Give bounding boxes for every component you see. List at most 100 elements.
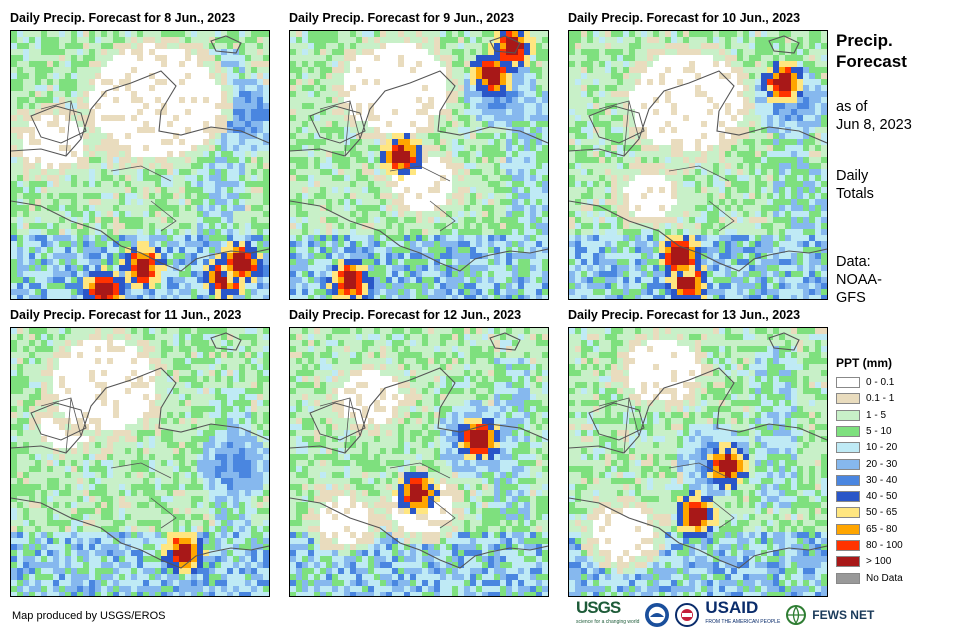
legend-label: 10 - 20 bbox=[866, 442, 898, 454]
coastline bbox=[489, 35, 521, 54]
panel-title-jun8: Daily Precip. Forecast for 8 Jun., 2023 bbox=[10, 11, 236, 25]
coastline bbox=[11, 497, 269, 569]
legend-label: No Data bbox=[866, 572, 903, 584]
legend-item: 0.1 - 1 bbox=[836, 392, 894, 405]
legend-swatch bbox=[836, 507, 860, 519]
asof-text: as of Jun 8, 2023 bbox=[836, 98, 912, 134]
coastline bbox=[11, 200, 269, 272]
legend-label: 80 - 100 bbox=[866, 540, 903, 551]
coastline bbox=[569, 367, 827, 454]
fews-net-logo: FEWS NET bbox=[812, 608, 875, 622]
country-border bbox=[598, 397, 735, 529]
footer-credit: Map produced by USGS/EROS bbox=[12, 610, 166, 622]
legend-label: 0 - 0.1 bbox=[866, 377, 895, 388]
totals-text: Daily Totals bbox=[836, 167, 874, 203]
country-border bbox=[40, 397, 177, 529]
legend-title: PPT (mm) bbox=[836, 356, 893, 370]
asof-line1: as of bbox=[836, 99, 868, 115]
country-border bbox=[319, 397, 456, 529]
country-outline bbox=[588, 402, 645, 441]
country-outline bbox=[309, 402, 366, 441]
logo-strip: USGS science for a changing world USAID … bbox=[576, 598, 875, 630]
legend-item: 80 - 100 bbox=[836, 539, 903, 552]
map-jun13 bbox=[568, 327, 828, 597]
coastline bbox=[290, 70, 548, 157]
fews-net-globe-icon bbox=[786, 605, 807, 625]
map-jun8 bbox=[10, 30, 270, 300]
side-title-line2: Forecast bbox=[836, 52, 907, 71]
precip-map-jun10 bbox=[569, 31, 827, 299]
legend-item: 20 - 30 bbox=[836, 458, 897, 471]
legend-swatch bbox=[836, 425, 860, 437]
coastline bbox=[569, 497, 827, 569]
legend-item: 65 - 80 bbox=[836, 523, 897, 536]
asof-line2: Jun 8, 2023 bbox=[836, 117, 912, 133]
data-source-text: Data: NOAA- GFS bbox=[836, 253, 882, 307]
legend-swatch bbox=[836, 523, 860, 535]
panel-title-jun9: Daily Precip. Forecast for 9 Jun., 2023 bbox=[289, 11, 515, 25]
map-jun10 bbox=[568, 30, 828, 300]
legend-label: 5 - 10 bbox=[866, 425, 892, 437]
legend-item: 5 - 10 bbox=[836, 425, 892, 438]
coastline bbox=[569, 70, 827, 157]
legend-swatch bbox=[836, 491, 860, 503]
coastline bbox=[489, 332, 521, 351]
precip-map-jun13 bbox=[569, 328, 827, 596]
coastline bbox=[11, 367, 269, 454]
country-border bbox=[598, 100, 735, 232]
legend-swatch bbox=[836, 458, 860, 470]
data-line3: GFS bbox=[836, 290, 866, 306]
legend-label: > 100 bbox=[866, 556, 892, 568]
legend-item: 40 - 50 bbox=[836, 490, 897, 503]
usgs-logo: USGS science for a changing world bbox=[576, 598, 640, 629]
panel-title-jun10: Daily Precip. Forecast for 10 Jun., 2023 bbox=[568, 11, 801, 25]
coastline bbox=[210, 332, 242, 351]
legend-item: 30 - 40 bbox=[836, 474, 897, 487]
legend-swatch bbox=[836, 540, 860, 551]
coastline bbox=[768, 35, 800, 54]
usgs-logo-tagline: science for a changing world bbox=[576, 619, 640, 625]
side-title-line1: Precip. bbox=[836, 31, 893, 50]
usgs-logo-text: USGS bbox=[576, 598, 621, 617]
country-border bbox=[40, 100, 177, 232]
legend-item: 0 - 0.1 bbox=[836, 376, 894, 389]
usaid-seal-icon bbox=[675, 603, 700, 627]
legend-swatch bbox=[836, 474, 860, 486]
panel-title-jun11: Daily Precip. Forecast for 11 Jun., 2023 bbox=[10, 308, 242, 322]
legend-label: 30 - 40 bbox=[866, 474, 898, 486]
legend-item: 50 - 65 bbox=[836, 506, 897, 519]
usaid-logo-text: USAID bbox=[705, 598, 759, 617]
legend-swatch bbox=[836, 572, 860, 584]
legend-label: 1 - 5 bbox=[866, 409, 887, 421]
coastline bbox=[569, 200, 827, 272]
legend-item: 10 - 20 bbox=[836, 441, 897, 454]
legend-item: 1 - 5 bbox=[836, 409, 886, 422]
data-line1: Data: bbox=[836, 254, 871, 270]
legend-swatch bbox=[836, 393, 860, 405]
noaa-logo-icon bbox=[645, 603, 670, 627]
usaid-logo: USAID FROM THE AMERICAN PEOPLE bbox=[705, 598, 780, 629]
legend-label: 65 - 80 bbox=[866, 523, 898, 535]
legend-label: 50 - 65 bbox=[866, 507, 898, 519]
precip-map-jun9 bbox=[290, 31, 548, 299]
legend-swatch bbox=[836, 409, 860, 421]
legend-label: 40 - 50 bbox=[866, 491, 898, 503]
legend-label: 20 - 30 bbox=[866, 458, 898, 470]
country-outline bbox=[30, 105, 87, 144]
legend-swatch bbox=[836, 442, 860, 454]
data-line2: NOAA- bbox=[836, 272, 882, 288]
legend-label: 0.1 - 1 bbox=[866, 393, 895, 405]
legend-item: No Data bbox=[836, 572, 903, 585]
coastline bbox=[210, 35, 242, 54]
panel-title-jun12: Daily Precip. Forecast for 12 Jun., 2023 bbox=[289, 308, 522, 322]
map-jun9 bbox=[289, 30, 549, 300]
precip-map-jun8 bbox=[11, 31, 269, 299]
totals-line2: Totals bbox=[836, 186, 874, 202]
coastline bbox=[290, 497, 548, 569]
country-border bbox=[319, 100, 456, 232]
precip-map-jun12 bbox=[290, 328, 548, 596]
totals-line1: Daily bbox=[836, 168, 869, 184]
coastline bbox=[768, 332, 800, 351]
precip-map-jun11 bbox=[11, 328, 269, 596]
legend-swatch bbox=[836, 377, 860, 388]
